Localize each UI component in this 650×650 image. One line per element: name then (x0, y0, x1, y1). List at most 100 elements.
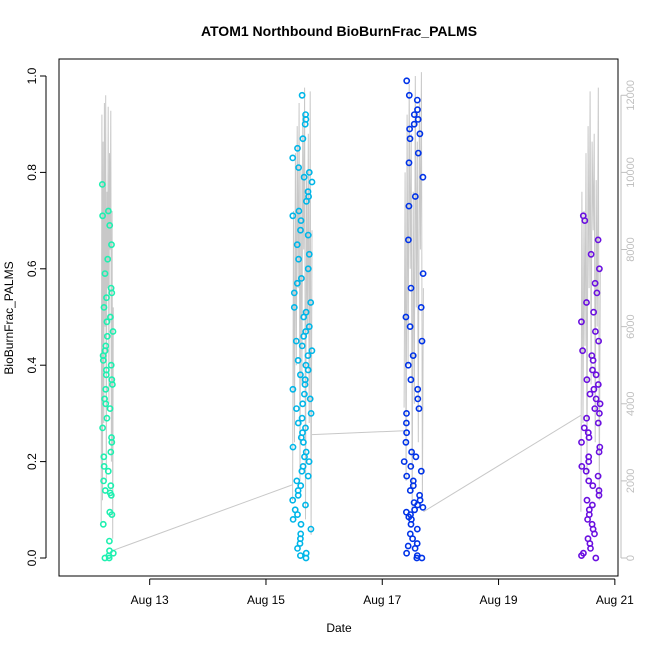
data-point (294, 419, 302, 427)
x-tick-label: Aug 17 (363, 593, 401, 607)
data-point (296, 371, 304, 379)
y2-tick-label: 12000 (625, 80, 637, 111)
data-point (402, 419, 410, 427)
data-point (294, 487, 302, 494)
data-point (298, 414, 306, 422)
data-point (297, 226, 304, 234)
y2-tick-label: 8000 (625, 237, 637, 261)
data-point (103, 414, 111, 422)
plot-frame (58, 58, 619, 577)
data-point (402, 438, 410, 446)
data-point (406, 487, 414, 494)
data-point (419, 503, 427, 511)
data-point (289, 516, 297, 523)
y-tick-label: 0.2 (25, 453, 39, 470)
y-tick-label: 0.8 (25, 164, 39, 181)
data-point (591, 405, 599, 412)
data-point (305, 168, 313, 176)
data-point (289, 212, 297, 220)
data-point (417, 467, 425, 475)
axes-layer: 0.0 0.2 0.4 0.6 0.8 1.0 0 2000 4000 6000 8000 10000… (25, 67, 637, 607)
data-point (414, 106, 421, 114)
data-point (302, 111, 309, 118)
data-point (308, 178, 316, 186)
altitude-trace-layer (100, 72, 601, 551)
data-point (109, 328, 117, 335)
data-point (102, 342, 110, 350)
data-point (585, 477, 593, 485)
data-point (294, 144, 301, 152)
data-point (103, 366, 110, 374)
y2-tick-label: 0 (625, 555, 637, 561)
data-point (299, 135, 307, 143)
data-point (594, 236, 602, 244)
data-point (403, 472, 411, 480)
data-point (293, 477, 301, 485)
data-point (414, 116, 422, 123)
data-point (413, 552, 421, 559)
altitude-connector (113, 484, 293, 551)
data-point (302, 328, 310, 335)
data-point (590, 385, 598, 393)
data-point (295, 255, 302, 263)
altitude-connector (423, 414, 582, 513)
data-point (582, 467, 590, 475)
data-point (291, 506, 299, 514)
data-point (405, 159, 413, 167)
data-point (403, 429, 410, 437)
data-point (293, 279, 301, 287)
data-point (414, 385, 422, 393)
data-point (410, 111, 418, 118)
data-point (585, 453, 593, 461)
data-point (289, 154, 297, 162)
data-point (592, 371, 600, 379)
data-point (405, 202, 413, 210)
data-point (103, 332, 111, 340)
altitude-trace (100, 95, 114, 539)
data-point (107, 448, 115, 456)
data-point (583, 299, 590, 306)
data-point (304, 265, 312, 273)
data-point (305, 250, 313, 258)
x-tick-label: Aug 15 (247, 593, 285, 607)
x-axis-label: Date (326, 621, 352, 635)
data-point (579, 347, 586, 355)
x-tick-label: Aug 21 (596, 593, 634, 607)
data-point (104, 467, 112, 475)
data-point (298, 342, 306, 350)
data-point (404, 236, 412, 244)
data-point (100, 462, 108, 470)
data-point (106, 405, 114, 412)
data-point (410, 499, 418, 506)
data-point (406, 125, 413, 133)
data-point (302, 308, 310, 316)
data-point (301, 376, 309, 384)
data-point (416, 130, 424, 138)
data-point (299, 400, 307, 408)
data-point (100, 303, 108, 311)
data-point (307, 299, 315, 306)
data-point (417, 303, 425, 311)
data-point (407, 462, 415, 470)
data-point (400, 458, 408, 465)
data-point (402, 313, 410, 321)
data-point (295, 164, 302, 171)
data-point (100, 453, 108, 461)
data-point (299, 462, 307, 470)
data-point (404, 361, 412, 369)
data-point (594, 381, 602, 388)
data-point (584, 429, 592, 437)
data-point (98, 180, 106, 188)
data-point (596, 409, 603, 417)
data-point (293, 241, 301, 249)
y-tick-label: 0.6 (25, 260, 39, 277)
data-point (590, 308, 597, 316)
data-points-layer (98, 77, 604, 562)
data-point (101, 487, 109, 494)
data-point (105, 207, 112, 215)
data-point (297, 530, 305, 538)
data-point (407, 284, 415, 292)
altitude-trace (403, 72, 424, 512)
data-point (406, 530, 414, 538)
data-point (404, 542, 412, 550)
